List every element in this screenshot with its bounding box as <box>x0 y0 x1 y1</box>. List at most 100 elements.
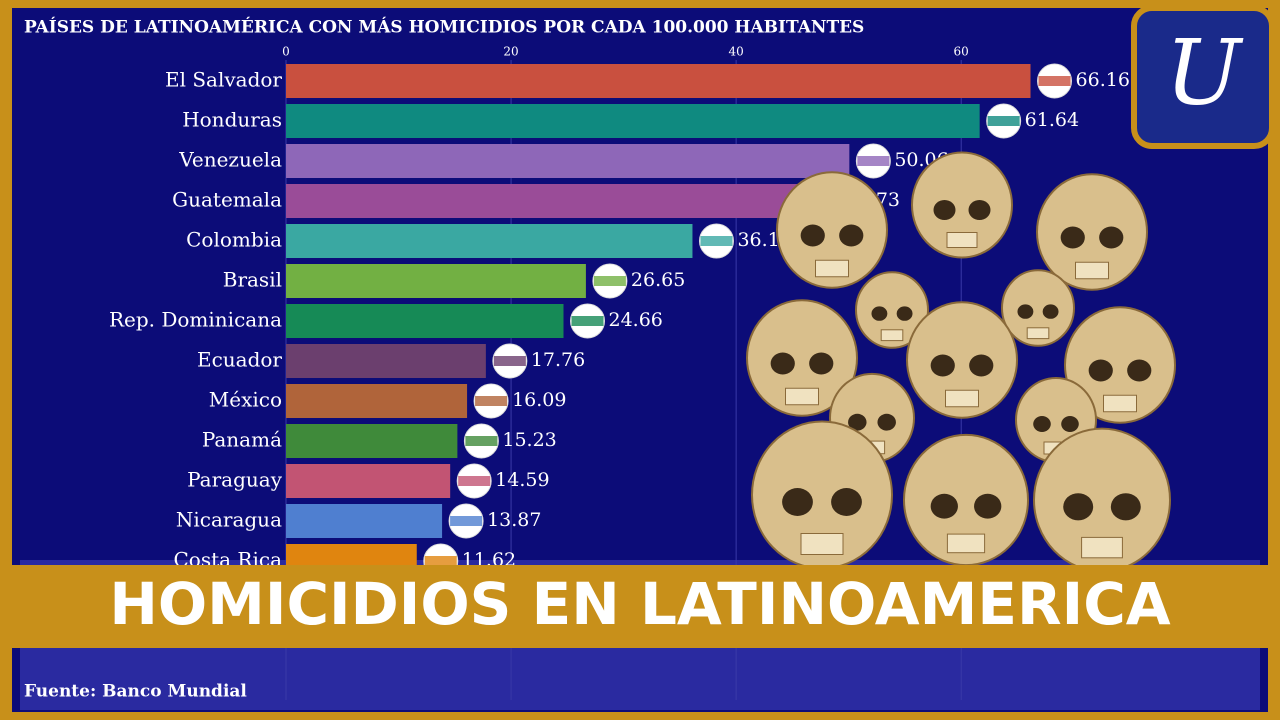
flag-stripe <box>493 356 526 366</box>
bar <box>286 264 586 298</box>
skull-teeth <box>946 232 978 248</box>
skull-teeth <box>800 533 844 555</box>
flag-stripe <box>571 316 604 326</box>
flag-stripe <box>465 436 498 446</box>
skull-teeth <box>1075 261 1109 280</box>
value-label: 24.66 <box>609 309 663 331</box>
x-tick-label: 20 <box>503 45 518 59</box>
skull-eye <box>896 306 913 321</box>
flag-stripe <box>424 556 457 566</box>
category-label: Honduras <box>182 108 282 132</box>
bar <box>286 104 980 138</box>
category-label: Guatemala <box>172 188 282 212</box>
flag-stripe <box>475 396 508 406</box>
skull-eye <box>1042 304 1059 319</box>
value-label: 14.59 <box>495 469 549 491</box>
skull-eye <box>1099 226 1124 249</box>
flag-stripe <box>1038 76 1071 86</box>
x-tick-label: 40 <box>728 45 743 59</box>
skull-eye <box>1063 493 1094 521</box>
bar <box>286 344 486 378</box>
skull-eye <box>933 200 956 220</box>
value-label: 15.23 <box>502 429 556 451</box>
bar <box>286 424 458 458</box>
skull-teeth <box>946 533 986 554</box>
flag-stripe <box>450 516 483 526</box>
skull <box>906 301 1018 419</box>
skull-teeth <box>785 387 819 406</box>
skull <box>855 271 929 349</box>
value-label: 17.76 <box>531 349 585 371</box>
category-label: México <box>209 388 282 412</box>
category-label: Ecuador <box>197 348 282 372</box>
skull-eye <box>1110 493 1141 521</box>
skull <box>1064 306 1176 424</box>
flag-stripe <box>458 476 491 486</box>
skull <box>1036 173 1148 291</box>
category-label: Panamá <box>202 428 282 452</box>
logo <box>1131 5 1275 149</box>
skull-eye <box>831 488 862 516</box>
x-tick-label: 0 <box>282 45 290 59</box>
value-label: 13.87 <box>487 509 541 531</box>
flag-stripe <box>593 276 626 286</box>
source: Fuente: Banco Mundial <box>24 682 247 702</box>
category-label: El Salvador <box>165 68 282 92</box>
flag-stripe <box>857 156 890 166</box>
bar <box>286 504 443 538</box>
skull-teeth <box>1081 536 1123 559</box>
skull-eye <box>1060 226 1085 249</box>
category-label: Nicaragua <box>176 508 282 532</box>
skull-teeth <box>1103 394 1137 413</box>
category-label: Paraguay <box>187 468 283 492</box>
skull-teeth <box>945 389 979 408</box>
skull-eye <box>974 493 1002 519</box>
bar <box>286 144 850 178</box>
banner <box>0 565 1280 648</box>
category-label: Rep. Dominicana <box>109 308 282 332</box>
skull-eye <box>877 413 896 431</box>
skull-eye <box>930 354 955 377</box>
skull <box>1001 269 1075 347</box>
value-label: 26.65 <box>631 269 685 291</box>
bar <box>286 184 801 218</box>
bar <box>286 384 468 418</box>
skull-teeth <box>815 259 849 278</box>
skull-eye <box>1017 304 1034 319</box>
skull-eye <box>1061 416 1079 432</box>
skull-eye <box>930 493 958 519</box>
logo-letter: U <box>1165 20 1244 125</box>
value-label: 61.64 <box>1025 109 1079 131</box>
skull-eye <box>1033 416 1051 432</box>
category-label: Brasil <box>223 268 282 292</box>
chart-title: PAÍSES DE LATINOAMÉRICA CON MÁS HOMICIDI… <box>24 17 864 38</box>
skull-eye <box>839 224 864 247</box>
skull <box>746 299 858 417</box>
skull-eye <box>809 352 834 375</box>
skull-eye <box>770 352 795 375</box>
flag-stripe <box>987 116 1020 126</box>
banner-text: HOMICIDIOS EN LATINOAMERICA <box>109 570 1170 638</box>
skull-eye <box>968 200 991 220</box>
skull-eye <box>871 306 888 321</box>
value-label: 16.09 <box>512 389 566 411</box>
category-label: Colombia <box>186 228 282 252</box>
bar <box>286 304 564 338</box>
skull-eye <box>848 413 867 431</box>
skulls-image <box>746 151 1176 573</box>
bar <box>286 64 1031 98</box>
x-tick-label: 60 <box>954 45 969 59</box>
skull-eye <box>969 354 994 377</box>
skull-teeth <box>1026 327 1050 340</box>
skull-eye <box>800 224 825 247</box>
skull-eye <box>782 488 813 516</box>
skull <box>776 171 888 289</box>
skull <box>911 151 1013 259</box>
skull-teeth <box>880 329 904 342</box>
skull-eye <box>1088 359 1113 382</box>
category-label: Venezuela <box>178 148 282 172</box>
value-label: 66.16 <box>1076 69 1130 91</box>
skull-eye <box>1127 359 1152 382</box>
bar <box>286 464 451 498</box>
